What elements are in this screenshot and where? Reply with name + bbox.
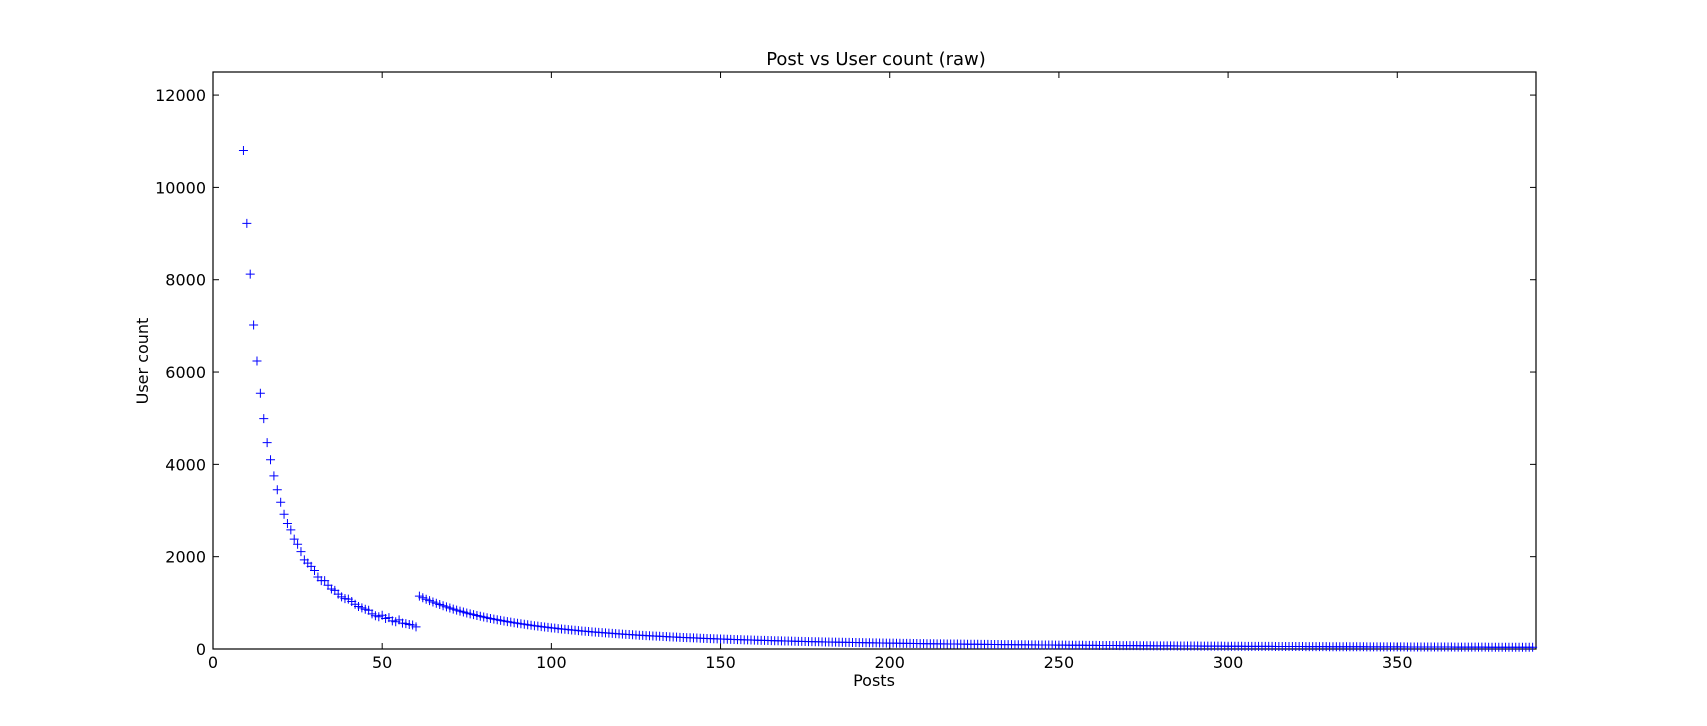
data-point-marker — [320, 576, 330, 586]
plot-area — [212, 71, 1538, 652]
chart-title: Post vs User count (raw) — [766, 49, 986, 70]
y-tick-label: 2000 — [165, 548, 206, 567]
x-tick-label: 150 — [705, 653, 736, 672]
data-point-marker — [411, 622, 421, 632]
y-tick-label: 0 — [196, 640, 206, 659]
x-tick-label: 0 — [208, 653, 218, 672]
x-tick-label: 200 — [874, 653, 905, 672]
data-point-marker — [289, 534, 299, 544]
data-point-marker — [269, 471, 279, 481]
y-tick-label: 12000 — [155, 86, 206, 105]
plot-frame — [212, 71, 1537, 650]
data-point-marker — [286, 525, 296, 535]
data-point-marker — [272, 485, 282, 495]
data-point-marker — [238, 145, 248, 155]
y-tick-label: 6000 — [165, 363, 206, 382]
x-tick-label: 100 — [536, 653, 567, 672]
x-tick-label: 350 — [1382, 653, 1413, 672]
x-axis-label: Posts — [853, 671, 895, 690]
data-point-marker — [259, 414, 269, 424]
data-point-marker — [249, 320, 259, 330]
y-tick-label: 4000 — [165, 455, 206, 474]
tick-labels: 0 50 100 150 200 250 300 350 0 2000 4000 6000 8000 10… — [155, 86, 1412, 672]
data-point-marker — [296, 547, 306, 557]
data-point-marker — [242, 218, 252, 228]
data-point-marker — [276, 497, 286, 507]
x-tick-label: 250 — [1044, 653, 1075, 672]
data-point-marker — [262, 438, 272, 448]
y-axis-label: User count — [133, 318, 152, 405]
data-point-marker — [255, 388, 265, 398]
data-point-marker — [310, 566, 320, 576]
y-tick-label: 8000 — [165, 271, 206, 290]
x-tick-label: 300 — [1213, 653, 1244, 672]
data-point-marker — [252, 356, 262, 366]
data-point-marker — [1528, 642, 1538, 652]
data-point-marker — [279, 509, 289, 519]
x-tick-label: 50 — [372, 653, 392, 672]
y-tick-label: 10000 — [155, 178, 206, 197]
data-point-marker — [293, 539, 303, 549]
data-point-marker — [245, 269, 255, 279]
data-points — [238, 145, 1538, 652]
data-point-marker — [266, 455, 276, 465]
data-point-marker — [282, 518, 292, 528]
